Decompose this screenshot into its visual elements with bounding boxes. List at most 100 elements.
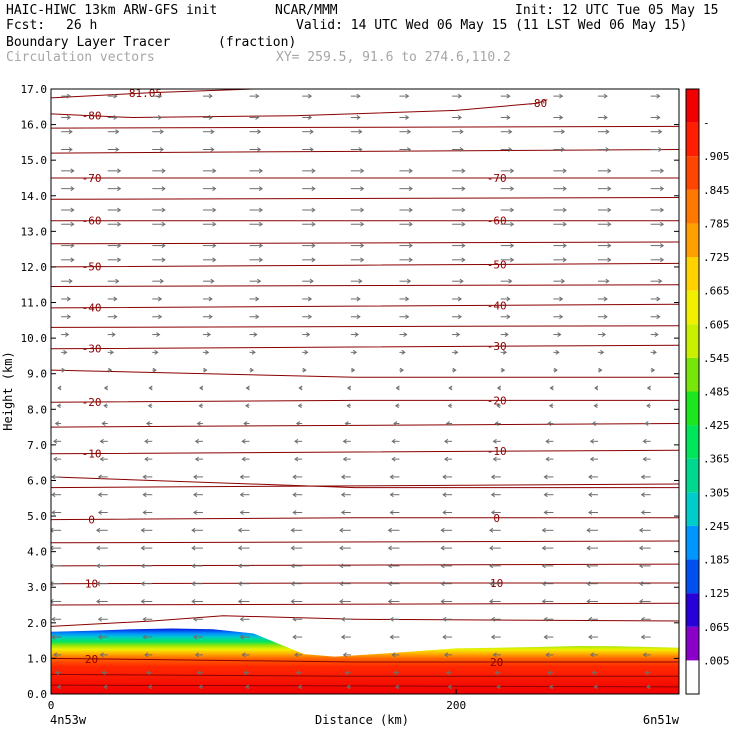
wind-vector: [107, 186, 122, 192]
wind-vector: [61, 93, 72, 99]
wind-vector: [541, 599, 554, 604]
wind-vector: [302, 93, 313, 99]
wind-vector: [442, 510, 453, 515]
wind-vector: [245, 385, 250, 391]
wind-vector: [103, 403, 108, 409]
wind-vector: [444, 456, 453, 462]
wind-vector: [344, 670, 351, 676]
colorbar-label: .425: [703, 419, 730, 432]
temperature-contour-line: [51, 99, 548, 119]
wind-vector: [553, 332, 562, 337]
wind-vector: [496, 684, 501, 690]
wind-vector: [642, 438, 651, 444]
temperature-contour-line: [51, 149, 679, 154]
wind-vector: [642, 652, 651, 658]
wind-vector: [239, 634, 250, 640]
wind-vector: [350, 207, 365, 213]
colorbar-label: .725: [703, 251, 730, 264]
colorbar-swatch: [686, 391, 699, 426]
wind-vector: [549, 385, 554, 391]
temperature-contour-line: [51, 241, 679, 245]
wind-vector: [588, 474, 598, 480]
wind-vector: [591, 670, 598, 676]
y-tick-label: 17.0: [21, 83, 48, 96]
temperature-contour-line: [51, 262, 679, 268]
colorbar-label: .785: [703, 217, 730, 230]
wind-vector: [249, 168, 264, 174]
wind-vector: [140, 599, 153, 604]
wind-vector: [597, 115, 608, 120]
wind-vector: [644, 421, 651, 426]
wind-vector: [302, 296, 313, 302]
wind-vector: [650, 296, 661, 302]
wind-vector: [548, 684, 554, 690]
wind-vector: [638, 581, 651, 587]
wind-vector: [597, 349, 605, 355]
wind-vector: [588, 510, 598, 515]
wind-vector: [243, 670, 250, 676]
wind-vector: [492, 456, 501, 462]
y-tick-label: 8.0: [27, 403, 47, 416]
wind-vector: [350, 349, 358, 355]
wind-vector: [107, 207, 122, 213]
wind-vector: [198, 684, 203, 690]
wind-vector: [249, 314, 260, 320]
wind-vector: [553, 147, 566, 152]
wind-vector: [302, 147, 314, 152]
wind-vector: [61, 349, 68, 355]
wind-vector: [302, 168, 316, 174]
wind-vector: [399, 93, 410, 99]
wind-vector: [389, 474, 400, 480]
wind-vector: [350, 257, 365, 263]
wind-vector: [202, 93, 213, 99]
colorbar-label: .665: [703, 285, 730, 298]
wind-vector: [145, 670, 153, 676]
wind-vector: [597, 168, 612, 174]
wind-vector: [97, 634, 108, 640]
wind-vector: [541, 545, 554, 551]
contour-label: -40: [487, 299, 507, 312]
wind-vector: [202, 367, 208, 373]
y-tick-label: 12.0: [21, 261, 48, 274]
colorbar-label: .065: [703, 621, 730, 634]
wind-vector: [199, 385, 204, 391]
wind-vector: [294, 438, 303, 444]
temperature-contour-line: [51, 423, 679, 428]
wind-vector: [650, 349, 657, 355]
y-tick-label: 5.0: [27, 510, 47, 523]
wind-vector: [96, 563, 108, 569]
wind-vector: [302, 332, 311, 337]
colorbar-swatch: [686, 458, 699, 493]
field2-name: Circulation vectors: [6, 50, 155, 65]
wind-vector: [452, 367, 457, 373]
wind-vector: [340, 510, 351, 515]
wind-vector: [202, 257, 217, 263]
contour-label: -60: [82, 215, 102, 228]
wind-vector: [152, 147, 164, 152]
wind-vector: [239, 492, 250, 498]
temperature-contour-line: [51, 517, 679, 521]
wind-vector: [500, 93, 511, 99]
wind-vector: [99, 438, 108, 444]
wind-vector: [202, 243, 217, 249]
contour-label: -50: [487, 258, 507, 271]
wind-vector: [346, 403, 351, 409]
wind-vector: [96, 599, 108, 604]
colorbar-swatch: [686, 357, 699, 392]
y-tick-label: 1.0: [27, 652, 47, 665]
wind-vector: [444, 438, 453, 444]
wind-vector: [387, 581, 400, 587]
wind-vector: [399, 278, 412, 284]
colorbar-swatch: [686, 156, 699, 190]
wind-vector: [202, 296, 213, 302]
wind-vector: [399, 349, 406, 355]
wind-vector: [51, 563, 62, 569]
wind-vector: [445, 670, 453, 676]
wind-vector: [389, 616, 400, 622]
wind-vector: [399, 367, 404, 373]
wind-vector: [290, 581, 303, 587]
wind-vector: [553, 115, 564, 120]
temperature-contour-line: [51, 540, 679, 544]
wind-vector: [302, 115, 313, 120]
